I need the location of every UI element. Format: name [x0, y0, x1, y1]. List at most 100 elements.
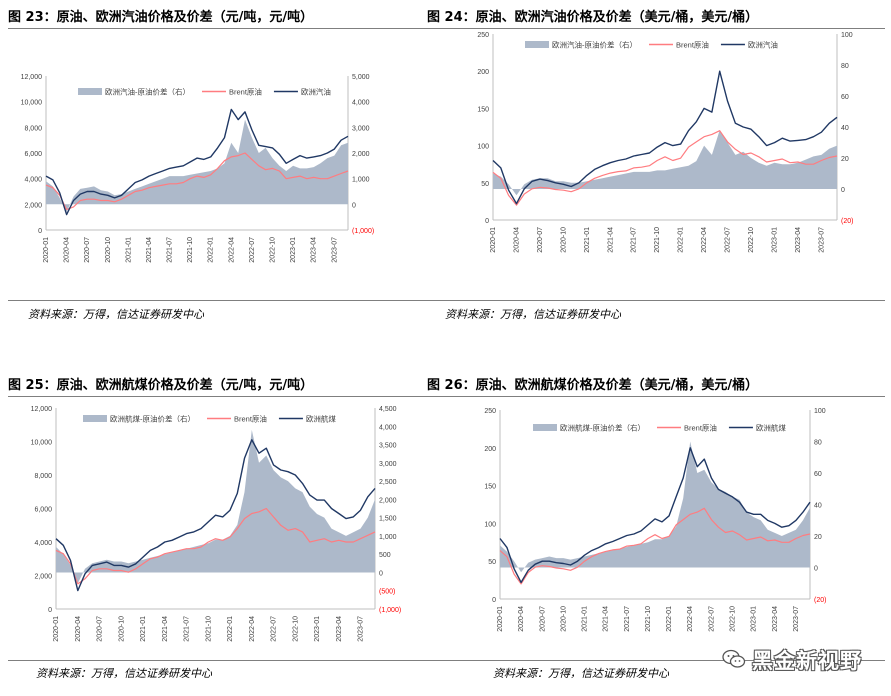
x-tick-label: 2023-04 [336, 616, 343, 642]
figure-24-source: 资料来源：万得，信达证券研发中心 [445, 308, 621, 321]
x-tick-label: 2021-10 [205, 616, 212, 642]
right-tick-label: (20) [841, 218, 853, 225]
right-tick-label: 0 [352, 202, 356, 209]
figure-25-bottom-rule [8, 660, 434, 661]
figure-25-source: 资料来源：万得，信达证券研发中心 [36, 667, 212, 680]
legend-label: Brent原油 [234, 414, 267, 424]
legend-label: 欧洲汽油-原油价差（右） [105, 87, 190, 97]
x-tick-label: 2022-10 [270, 237, 277, 263]
right-tick-label: 1,500 [379, 516, 397, 523]
x-tick-label: 2023-04 [795, 227, 802, 253]
x-tick-label: 2022-01 [666, 606, 673, 632]
x-tick-label: 2020-10 [560, 227, 567, 253]
left-tick-label: 0 [38, 228, 42, 235]
left-tick-label: 250 [477, 32, 489, 39]
figure-24-chart: 0 50 100 150 200 250 (20) 0 20 40 60 80 100 2020-01 20… [477, 32, 853, 253]
x-tick-label: 2021-10 [654, 227, 661, 253]
x-tick-label: 2021-01 [125, 237, 132, 263]
right-tick-label: (1,000) [379, 607, 401, 614]
x-tick-label: 2022-01 [227, 616, 234, 642]
x-tick-label: 2023-04 [311, 237, 318, 263]
x-tick-label: 2022-07 [249, 237, 256, 263]
brent-line-series [492, 130, 838, 206]
right-tick-label: 3,500 [379, 443, 397, 450]
legend-label: 欧洲航煤-原油价差（右） [560, 423, 645, 433]
x-tick-label: 2020-10 [560, 606, 567, 632]
right-tick-label: 0 [379, 570, 383, 577]
spread-area-series [500, 441, 810, 573]
x-tick-label: 2022-01 [208, 237, 215, 263]
x-tick-label: 2022-07 [271, 616, 278, 642]
figure-23-bottom-rule [8, 300, 434, 301]
x-tick-label: 2021-04 [603, 606, 610, 632]
legend-swatch-area [83, 415, 107, 422]
legend-label: 欧洲汽油 [301, 87, 331, 97]
brent-line-series [45, 152, 349, 211]
right-tick-label: 4,500 [379, 406, 397, 413]
figure-26-top-rule [425, 396, 885, 397]
right-tick-label: 80 [814, 440, 822, 447]
figure-23-top-rule [8, 28, 434, 29]
x-tick-label: 2021-07 [631, 227, 638, 253]
x-tick-label: 2021-07 [184, 616, 191, 642]
figure-24-bottom-rule [425, 300, 885, 301]
figure-26-bottom-rule [425, 660, 885, 661]
left-tick-label: 10,000 [31, 440, 53, 447]
x-tick-label: 2020-01 [43, 237, 50, 263]
figure-25-title: 图 25：原油、欧洲航煤价格及价差（元/吨，元/吨） [8, 378, 314, 393]
right-tick-label: 60 [814, 471, 822, 478]
x-tick-label: 2023-01 [290, 237, 297, 263]
left-tick-label: 0 [492, 597, 496, 604]
product-line-series [55, 439, 376, 592]
legend-swatch-area [525, 41, 549, 48]
left-tick-label: 4,000 [34, 540, 52, 547]
x-tick-label: 2020-10 [105, 237, 112, 263]
product-line-series [45, 108, 349, 216]
left-tick-label: 12,000 [21, 74, 43, 81]
x-tick-label: 2020-07 [539, 606, 546, 632]
figure-25-top-rule [8, 396, 434, 397]
right-tick-label: 1,000 [352, 177, 370, 184]
x-tick-label: 2023-01 [751, 606, 758, 632]
right-tick-label: 20 [814, 534, 822, 541]
figure-23-title: 图 23：原油、欧洲汽油价格及价差（元/吨，元/吨） [8, 10, 314, 25]
legend-label: 欧洲航煤-原油价差（右） [110, 414, 195, 424]
right-tick-label: 2,500 [379, 479, 397, 486]
left-tick-label: 2,000 [24, 202, 42, 209]
figure-24: 图 24：原油、欧洲汽油价格及价差（美元/桶，美元/桶） 0 50 100 150 20… [425, 6, 887, 326]
left-tick-label: 0 [485, 218, 489, 225]
right-tick-label: 40 [814, 503, 822, 510]
figure-25-chart: 0 2,000 4,000 6,000 8,000 10,000 12,000 (1,000)… [31, 406, 402, 642]
spread-area-series [56, 429, 375, 584]
left-tick-label: 10,000 [21, 100, 43, 107]
watermark-text: 黑金新视野 [752, 649, 862, 673]
x-tick-label: 2023-07 [331, 237, 338, 263]
legend-label: 欧洲航煤 [306, 414, 336, 424]
x-tick-label: 2022-04 [249, 616, 256, 642]
x-tick-label: 2021-07 [167, 237, 174, 263]
left-tick-label: 4,000 [24, 177, 42, 184]
left-tick-label: 150 [477, 106, 489, 113]
x-tick-label: 2022-07 [708, 606, 715, 632]
legend-swatch-area [533, 424, 557, 431]
watermark: 黑金新视野 [722, 645, 887, 675]
x-tick-label: 2022-01 [678, 227, 685, 253]
right-tick-label: 80 [841, 63, 849, 70]
left-tick-label: 0 [48, 607, 52, 614]
right-tick-label: 2,000 [352, 151, 370, 158]
right-tick-label: (500) [379, 589, 395, 596]
figure-25: 图 25：原油、欧洲航煤价格及价差（元/吨，元/吨） 0 2,000 4,000 6,… [8, 374, 440, 692]
left-tick-label: 250 [484, 408, 496, 415]
right-tick-label: 40 [841, 125, 849, 132]
right-tick-label: 3,000 [379, 461, 397, 468]
x-tick-label: 2021-01 [584, 227, 591, 253]
left-tick-label: 12,000 [31, 406, 53, 413]
x-tick-label: 2022-10 [730, 606, 737, 632]
legend-swatch-area [78, 88, 102, 95]
x-tick-label: 2020-07 [84, 237, 91, 263]
legend-label: Brent原油 [676, 40, 709, 50]
figure-24-top-rule [425, 28, 885, 29]
x-tick-label: 2020-01 [497, 606, 504, 632]
right-tick-label: 5,000 [352, 74, 370, 81]
left-tick-label: 6,000 [34, 507, 52, 514]
